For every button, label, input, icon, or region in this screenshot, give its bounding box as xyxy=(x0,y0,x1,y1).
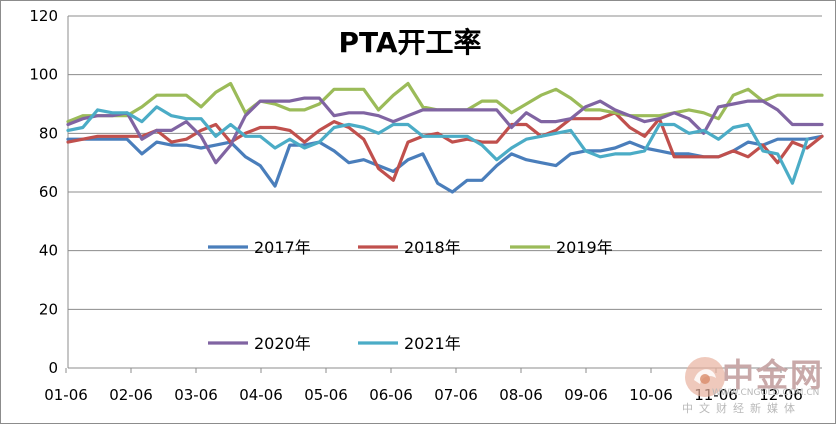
cngold-logo-icon xyxy=(685,357,725,397)
axes: 0 20 40 60 80 100 120 01-06 02-06 03-06 04-06 05-06… xyxy=(29,7,822,404)
y-tick-label: 120 xyxy=(29,7,58,25)
y-tick-label: 40 xyxy=(39,242,58,260)
x-tick-label: 05-06 xyxy=(304,386,348,404)
y-tick-label: 100 xyxy=(29,66,58,84)
legend-label: 2019年 xyxy=(556,238,613,257)
watermark: 中金网 WWW.CNGOLD.COM.CN 中文财经新媒体 xyxy=(672,348,832,420)
x-tick-label: 07-06 xyxy=(434,386,478,404)
legend-label: 2018年 xyxy=(404,238,461,257)
x-tick-label: 08-06 xyxy=(499,386,543,404)
legend: 2017年 2018年 2019年 2020年 2021年 xyxy=(208,238,613,353)
y-tick-label: 20 xyxy=(39,300,58,318)
x-tick-label: 01-06 xyxy=(44,386,88,404)
watermark-subtitle: 中文财经新媒体 xyxy=(682,402,801,415)
series-line-2020年 xyxy=(66,96,824,165)
gridlines xyxy=(68,15,822,310)
watermark-url: WWW.CNGOLD.COM.CN xyxy=(712,388,820,398)
y-tick-label: 80 xyxy=(39,124,58,142)
x-tick-label: 12-06 xyxy=(759,386,803,404)
x-tick-label: 02-06 xyxy=(109,386,153,404)
x-tick-label: 03-06 xyxy=(174,386,218,404)
legend-label: 2020年 xyxy=(254,334,311,353)
chart-title: PTA开工率 xyxy=(338,26,481,59)
y-tick-label: 0 xyxy=(48,359,58,377)
x-tick-label: 04-06 xyxy=(239,386,283,404)
y-tick-label: 60 xyxy=(39,183,58,201)
x-tick-label: 06-06 xyxy=(369,386,413,404)
watermark-logo-text: 中金网 xyxy=(722,356,825,394)
series-lines xyxy=(66,81,824,194)
series-line-2021年 xyxy=(66,105,809,185)
legend-label: 2021年 xyxy=(404,334,461,353)
x-tick-label: 10-06 xyxy=(629,386,673,404)
series-line-2017年 xyxy=(66,134,824,194)
x-tick-label: 09-06 xyxy=(564,386,608,404)
series-line-2019年 xyxy=(66,81,824,124)
legend-label: 2017年 xyxy=(254,238,311,257)
